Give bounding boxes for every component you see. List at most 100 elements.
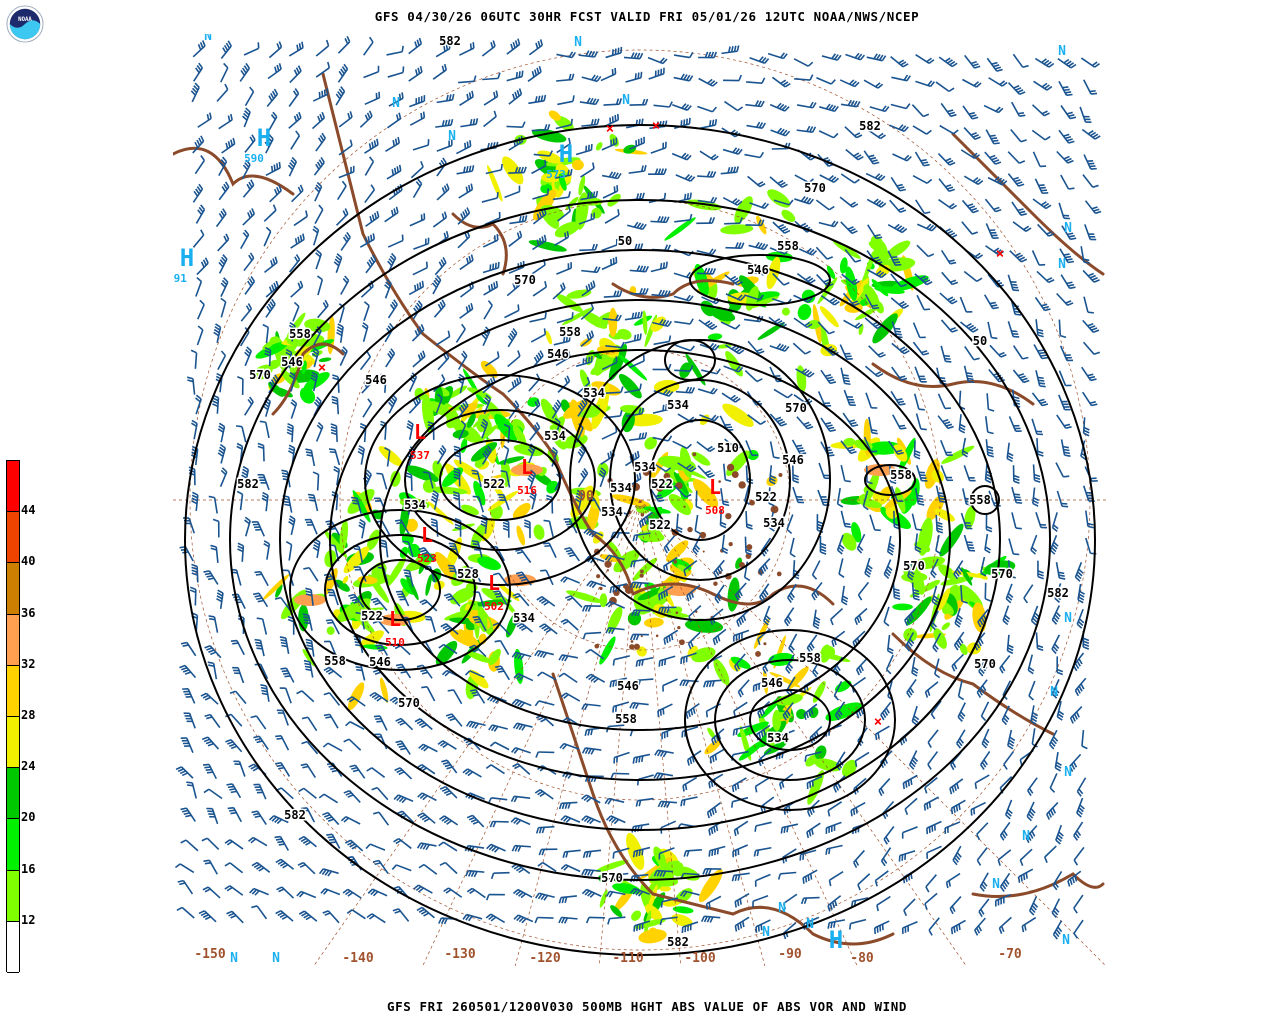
barb-flag [1041,82,1048,88]
barb-flag [664,404,668,411]
barb-flag [502,521,509,526]
barb-flag [287,164,294,171]
wind-barb [311,111,326,130]
barb-flag [329,451,336,454]
barb-flag [584,605,589,612]
barb-flag [708,217,713,224]
barb-flag [984,598,992,602]
barb-flag [450,119,454,126]
barb-flag [533,69,538,76]
barb-staff [963,270,978,282]
wind-barb [365,254,377,274]
wind-barb [268,41,283,59]
barb-staff [1032,151,1041,167]
barb-flag [784,82,791,88]
barb-flag [913,594,920,598]
barb-flag [358,524,365,529]
barb-flag [461,353,466,359]
wind-barb [915,199,931,215]
wind-barb [792,342,811,355]
vorticity-patch [673,862,684,877]
barb-flag [242,465,249,471]
wind-barb [1035,319,1044,338]
barb-flag [730,45,734,53]
barb-flag [1023,597,1029,604]
barb-flag [868,154,875,158]
barb-flag [363,301,370,307]
barb-flag [903,126,909,132]
barb-flag [780,52,786,59]
barb-flag [418,326,423,333]
barb-flag [850,421,857,425]
barb-flag [362,322,369,327]
barb-flag [1055,611,1061,618]
vorticity-patch [665,606,683,618]
wind-barb [686,584,701,602]
wind-barb [483,280,499,296]
barb-flag [616,532,621,539]
barb-flag [811,126,817,133]
wind-barb [763,605,771,626]
vorticity-patch [599,636,616,665]
barb-flag [903,350,910,355]
barb-flag [241,471,248,476]
barb-flag [222,208,227,215]
wind-barb [447,564,460,582]
barb-flag [288,327,295,333]
lake-outline [675,611,679,615]
barb-flag [475,118,479,125]
vorticity-patch [407,543,421,558]
barb-flag [926,57,932,63]
lake-outline [655,634,659,638]
barb-flag [325,619,332,622]
barb-flag [316,396,322,403]
barb-flag [886,568,892,574]
wind-barb [554,169,573,179]
barb-flag [664,244,669,251]
wind-barb [395,590,410,607]
barb-flag [571,51,577,58]
wind-barb [1056,150,1074,164]
barb-flag [225,42,231,49]
wind-barb [961,221,979,235]
barb-flag [289,321,296,327]
barb-flag [631,312,635,319]
barb-flag [776,319,783,325]
barb-flag [244,110,250,116]
wind-barb [1079,106,1092,123]
barb-flag [1091,276,1098,281]
barb-flag [873,53,878,60]
barb-flag [800,452,807,455]
barb-flag [663,192,667,199]
vorticity-patch [480,517,495,542]
barb-flag [1093,351,1101,356]
barb-flag [831,640,835,648]
barb-flag [571,73,575,80]
vorticity-patch [406,574,419,601]
barb-flag [541,599,547,605]
barb-flag [635,534,639,541]
wind-barb [819,174,839,183]
wind-barb [564,595,583,608]
barb-flag [1089,401,1096,404]
barb-flag [297,236,301,243]
barb-staff [683,559,698,571]
barb-staff [651,462,667,473]
barb-flag [265,139,272,145]
vorticity-patch [864,469,880,503]
barb-flag [337,326,344,331]
wind-barb [1031,104,1050,117]
wind-barb [436,93,455,104]
barb-flag [848,448,856,452]
barb-flag [826,424,833,428]
barb-flag [769,526,775,532]
barb-flag [286,431,293,436]
barb-flag [746,526,753,530]
barb-flag [591,531,597,538]
barb-flag [417,354,422,361]
barb-flag [312,471,319,476]
wind-barb [412,139,430,151]
barb-flag [906,617,911,624]
barb-flag [519,230,523,237]
barb-flag [1064,135,1072,140]
